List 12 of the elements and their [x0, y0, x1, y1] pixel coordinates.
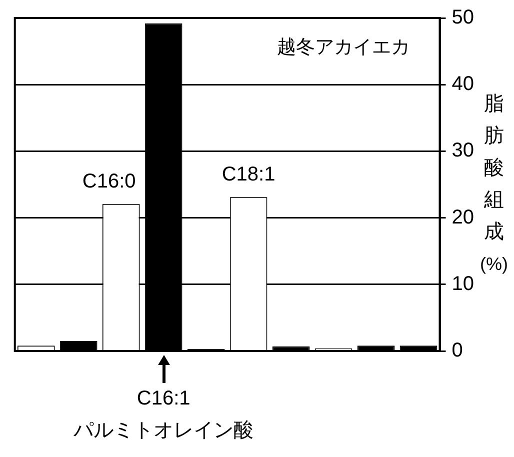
x-tick-label: C16:1: [136, 388, 190, 410]
y-tick-label: 30: [452, 140, 474, 162]
y-tick-label: 40: [452, 73, 474, 96]
annotation: C16:0: [82, 170, 136, 192]
y-tick-label: 0: [452, 340, 463, 362]
text: パルミトオレイン酸: [72, 420, 254, 442]
annotation: C18:1: [222, 164, 276, 186]
y-tick-label: 50: [452, 6, 474, 29]
y-axis-title: 脂肪酸組成 (%): [479, 92, 509, 276]
text: 越冬アカイエカ: [276, 37, 410, 58]
y-tick-label: 10: [452, 272, 474, 295]
y-tick-label: 20: [452, 206, 474, 228]
